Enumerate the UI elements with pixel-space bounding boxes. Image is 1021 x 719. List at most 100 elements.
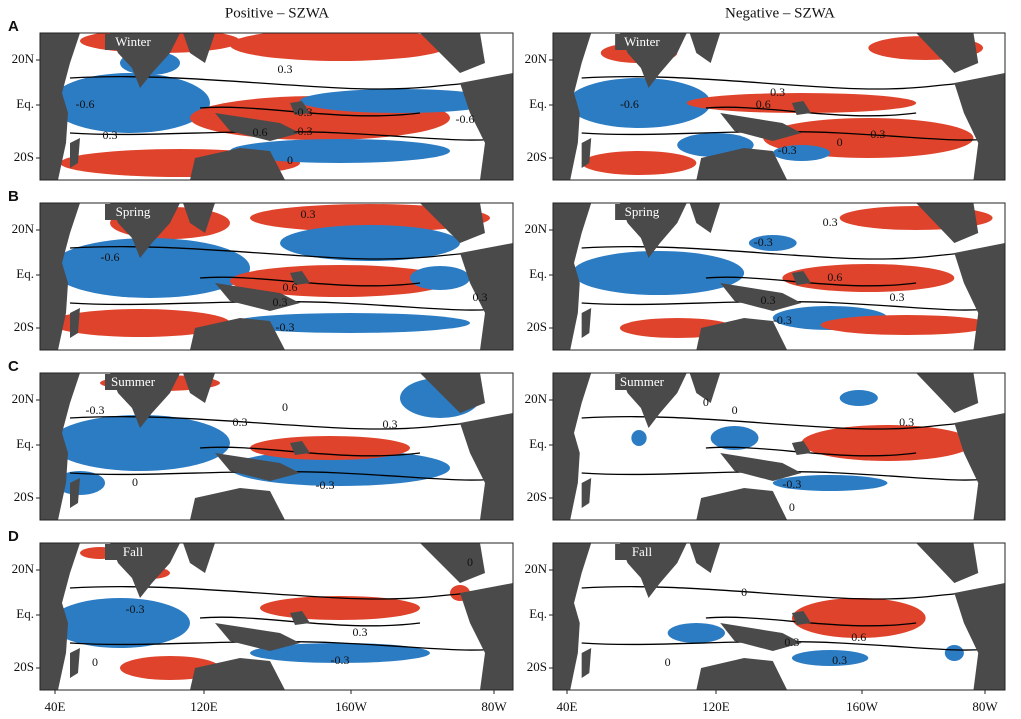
lon-label: 120E [702, 699, 730, 714]
lon-label: 160W [335, 699, 368, 714]
anomaly-region [944, 645, 964, 661]
land [460, 73, 513, 180]
contour-label: 0 [837, 135, 843, 149]
panel-frame [39, 542, 514, 691]
contour-line [581, 640, 1005, 651]
contour-label: -0.3 [782, 477, 801, 491]
land [791, 611, 812, 625]
contour-label: 0 [282, 400, 288, 414]
land [290, 101, 310, 115]
ocean [553, 543, 1005, 690]
season-label: Summer [111, 374, 156, 389]
contour-label: 0.3 [383, 417, 398, 431]
land [696, 318, 788, 350]
land [183, 543, 215, 573]
land [696, 148, 788, 180]
anomaly-region [50, 415, 230, 471]
land [420, 33, 485, 73]
anomaly-region [230, 33, 450, 61]
lon-label: 40E [557, 699, 578, 714]
contour-label: 0 [703, 395, 709, 409]
anomaly-region [782, 264, 955, 292]
contour-line [581, 130, 1005, 141]
contour-label: 0.3 [273, 295, 288, 309]
season-label: Summer [620, 374, 665, 389]
land [581, 478, 592, 508]
anomaly-region [280, 225, 460, 261]
land [70, 478, 80, 508]
contour-line [69, 470, 513, 481]
anomaly-region [631, 430, 647, 446]
panel-frame [39, 202, 514, 351]
contour-line [581, 470, 1005, 481]
contour-label: 0.3 [301, 207, 316, 221]
season-box [105, 34, 157, 50]
contour-label: 0 [789, 500, 795, 514]
anomaly-region [250, 436, 410, 460]
contour-label: -0.6 [620, 97, 639, 111]
panel-letter: B [8, 188, 19, 205]
lat-label: 20N [12, 391, 35, 406]
land [916, 543, 979, 583]
land [791, 271, 812, 285]
panel-frame [552, 542, 1006, 691]
contour-label: -0.3 [294, 105, 313, 119]
anomaly-region [581, 151, 697, 175]
land [696, 658, 788, 690]
season-label: Spring [625, 204, 660, 219]
land [290, 271, 310, 285]
lon-label: 80W [481, 699, 507, 714]
lat-label: Eq. [529, 96, 547, 111]
anomaly-region [260, 596, 420, 620]
contour-label: -0.3 [126, 602, 145, 616]
anomaly-region [230, 313, 470, 333]
lat-label: 20N [12, 561, 35, 576]
contour-label: -0.6 [101, 250, 120, 264]
land [696, 488, 788, 520]
lat-label: 20S [527, 319, 547, 334]
contour-label: 0 [665, 655, 671, 669]
land [581, 138, 592, 168]
land [791, 101, 812, 115]
panel-frame [552, 372, 1006, 521]
land [689, 33, 721, 63]
land [720, 453, 802, 481]
contour-label: 0.6 [253, 125, 268, 139]
contour-label: 0.6 [851, 630, 866, 644]
lat-label: Eq. [16, 96, 34, 111]
season-label: Winter [624, 34, 660, 49]
lat-label: 20S [527, 489, 547, 504]
season-label: Spring [116, 204, 151, 219]
contour-label: -0.3 [86, 403, 105, 417]
map-panel [40, 543, 513, 690]
contour-label: 0 [92, 655, 98, 669]
land [791, 441, 812, 455]
contour-label: -0.6 [76, 97, 95, 111]
anomaly-region [50, 73, 210, 133]
contour-label: 0 [287, 153, 293, 167]
anomaly-region [50, 598, 190, 648]
season-box [615, 34, 668, 50]
contour-label: -0.3 [316, 478, 335, 492]
contour-line [69, 640, 513, 651]
land [689, 203, 721, 233]
lat-label: 20S [14, 659, 34, 674]
lat-label: 20S [527, 149, 547, 164]
land [215, 283, 300, 311]
land [183, 203, 215, 233]
contour-label: 0.3 [832, 653, 847, 667]
contour-label: -0.3 [773, 313, 792, 327]
land [689, 373, 721, 403]
map-panel [40, 33, 513, 180]
map-panel [40, 203, 513, 350]
land [460, 413, 513, 520]
land [916, 33, 979, 73]
land [689, 543, 721, 573]
anomaly-region [250, 643, 430, 663]
contour-label: 0.6 [827, 270, 842, 284]
contour-label: 0.3 [890, 290, 905, 304]
lat-label: 20N [525, 561, 548, 576]
lat-label: Eq. [16, 266, 34, 281]
contour-label: 0.3 [278, 62, 293, 76]
